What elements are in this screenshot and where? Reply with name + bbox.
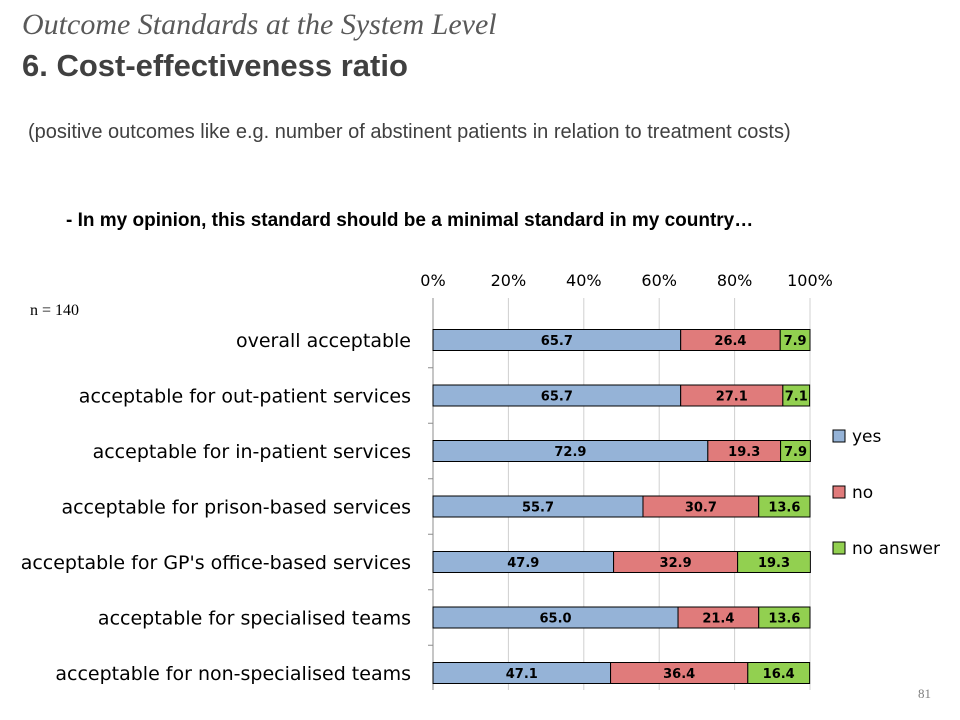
data-label: 13.6: [768, 501, 800, 516]
legend-swatch: [832, 485, 846, 499]
data-label: 65.0: [539, 612, 571, 627]
data-label: 26.4: [714, 334, 746, 349]
data-label: 7.9: [784, 445, 807, 460]
data-label: 21.4: [702, 612, 734, 627]
category-label: acceptable for specialised teams: [98, 608, 411, 630]
category-label: acceptable for prison-based services: [61, 497, 411, 519]
data-label: 55.7: [522, 501, 554, 516]
legend-swatch: [832, 429, 846, 443]
bar-segment: [780, 440, 811, 462]
data-label: 36.4: [663, 667, 695, 682]
bar-segment: [758, 606, 811, 629]
legend-label: no: [852, 483, 873, 503]
data-label: 72.9: [554, 445, 586, 460]
legend-label: no answer: [852, 539, 940, 559]
data-label: 7.1: [785, 390, 808, 405]
legend-label: yes: [852, 427, 882, 447]
data-label: 32.9: [660, 556, 692, 571]
bar-segment: [782, 384, 811, 407]
category-label: acceptable for in-patient services: [93, 441, 411, 463]
category-label: overall acceptable: [236, 330, 411, 352]
x-tick-label: 100%: [787, 271, 833, 290]
category-label: acceptable for GP's office-based service…: [21, 552, 411, 574]
x-tick-label: 80%: [717, 271, 753, 290]
data-label: 13.6: [768, 612, 800, 627]
x-tick-label: 20%: [491, 271, 527, 290]
x-tick-label: 0%: [420, 271, 445, 290]
slide-title-bold: 6. Cost-effectiveness ratio: [22, 48, 408, 83]
data-label: 30.7: [685, 501, 717, 516]
x-tick-label: 40%: [566, 271, 602, 290]
stacked-bar-chart: 0% 20% 40% 60% 80% 100% overall acceptable 65.7…: [21, 271, 940, 690]
sample-size-label: n = 140: [30, 302, 80, 319]
data-label: 47.1: [506, 667, 538, 682]
slide-title-italic: Outcome Standards at the System Level: [22, 8, 497, 41]
data-label: 65.7: [541, 390, 573, 405]
bar-segment: [779, 329, 811, 351]
bar-segment: [747, 662, 811, 684]
data-label: 65.7: [541, 334, 573, 349]
page-number: 81: [918, 686, 931, 701]
data-label: 7.9: [784, 334, 807, 349]
x-tick-label: 60%: [641, 271, 677, 290]
bar-segment: [737, 551, 811, 573]
category-label: acceptable for non-specialised teams: [55, 663, 411, 685]
data-label: 19.3: [758, 556, 790, 571]
data-label: 16.4: [763, 667, 795, 682]
data-label: 27.1: [716, 390, 748, 405]
subtitle: (positive outcomes like e.g. number of a…: [28, 121, 791, 143]
question-text: - In my opinion, this standard should be…: [66, 210, 754, 231]
legend-swatch: [832, 541, 846, 555]
bar-segment: [758, 495, 811, 518]
data-label: 47.9: [507, 556, 539, 571]
data-label: 19.3: [728, 445, 760, 460]
category-label: acceptable for out-patient services: [79, 386, 411, 408]
